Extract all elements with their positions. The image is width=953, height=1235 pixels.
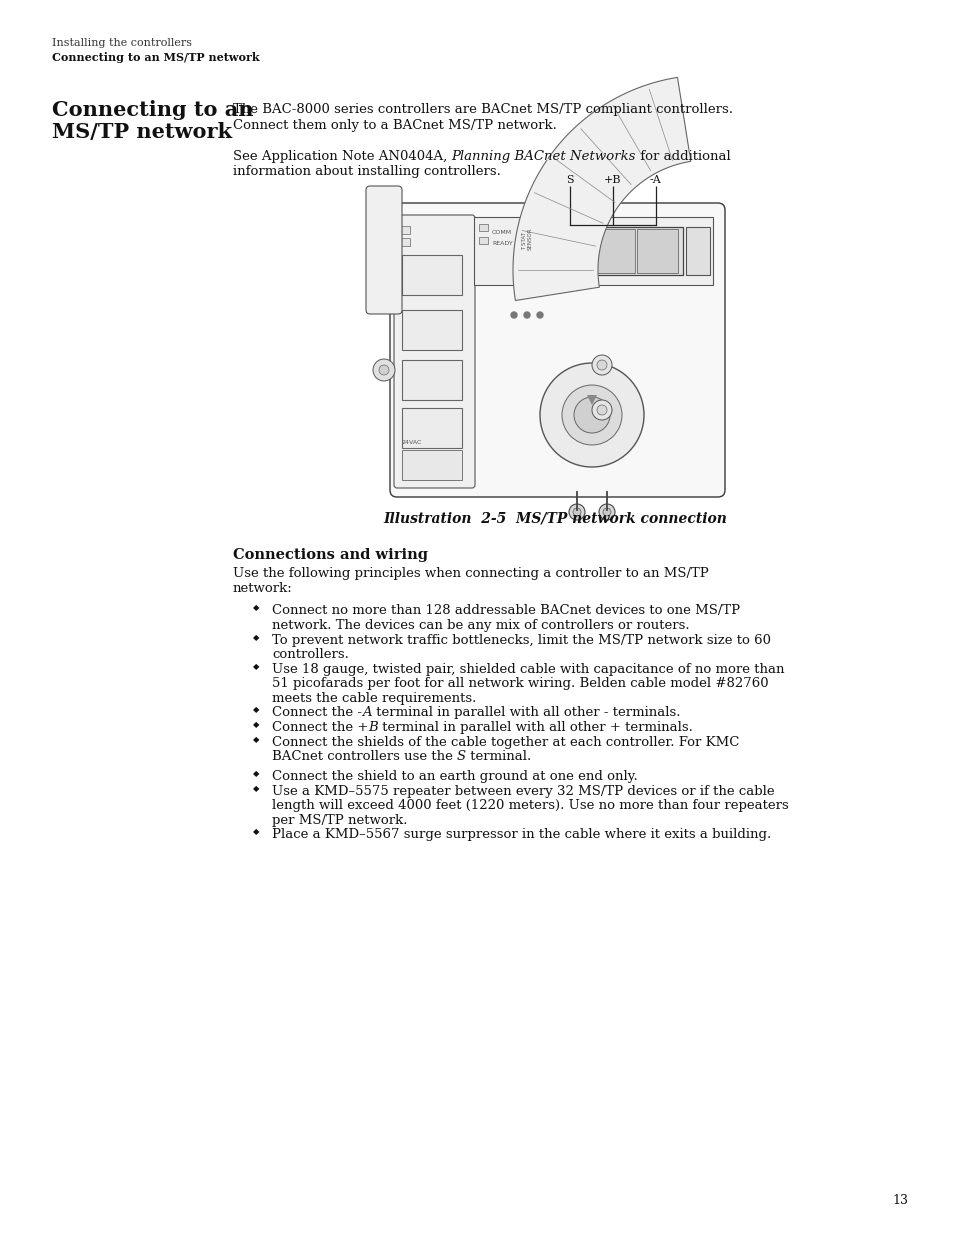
Bar xyxy=(478,237,488,245)
Bar xyxy=(400,226,410,233)
Bar xyxy=(474,217,712,285)
FancyBboxPatch shape xyxy=(390,203,724,496)
Circle shape xyxy=(597,405,606,415)
Circle shape xyxy=(561,385,621,445)
Text: Use 18 gauge, twisted pair, shielded cable with capacitance of no more than: Use 18 gauge, twisted pair, shielded cab… xyxy=(272,663,783,676)
Text: ◆: ◆ xyxy=(253,706,259,714)
Text: +B: +B xyxy=(603,175,621,185)
Bar xyxy=(531,233,546,257)
Circle shape xyxy=(511,312,517,317)
Text: Connecting to an MS/TP network: Connecting to an MS/TP network xyxy=(52,52,259,63)
Text: See Application Note AN0404A, Planning BACnet Networks for additional: See Application Note AN0404A, Planning B… xyxy=(233,149,729,163)
Bar xyxy=(532,236,541,254)
Bar xyxy=(637,228,678,273)
Bar xyxy=(552,228,592,273)
Circle shape xyxy=(602,508,610,516)
Text: S: S xyxy=(456,751,466,763)
Circle shape xyxy=(373,359,395,382)
Text: ◆: ◆ xyxy=(253,769,259,778)
Text: length will exceed 4000 feet (1220 meters). Use no more than four repeaters: length will exceed 4000 feet (1220 meter… xyxy=(272,799,788,813)
Bar xyxy=(400,238,410,246)
Circle shape xyxy=(378,366,389,375)
Circle shape xyxy=(592,354,612,375)
Text: T STAT
SENSOR: T STAT SENSOR xyxy=(521,227,532,249)
Text: Connect the shield to an earth ground at one end only.: Connect the shield to an earth ground at… xyxy=(272,769,638,783)
Text: B: B xyxy=(368,721,377,734)
Text: meets the cable requirements.: meets the cable requirements. xyxy=(272,692,476,705)
Text: terminal.: terminal. xyxy=(466,751,531,763)
FancyBboxPatch shape xyxy=(394,215,475,488)
Text: Use a KMD–5575 repeater between every 32 MS/TP devices or if the cable: Use a KMD–5575 repeater between every 32… xyxy=(272,785,774,798)
Circle shape xyxy=(523,312,530,317)
Text: COMM: COMM xyxy=(492,230,512,235)
Text: Connect the shields of the cable together at each controller. For KMC: Connect the shields of the cable togethe… xyxy=(272,736,739,748)
Text: ◆: ◆ xyxy=(253,721,259,729)
Polygon shape xyxy=(513,78,690,300)
Text: Connect no more than 128 addressable BACnet devices to one MS/TP: Connect no more than 128 addressable BAC… xyxy=(272,604,740,618)
Circle shape xyxy=(537,312,542,317)
Circle shape xyxy=(574,396,609,433)
Bar xyxy=(401,254,461,295)
Bar xyxy=(401,359,461,400)
Circle shape xyxy=(598,504,615,520)
Bar xyxy=(478,224,488,231)
Text: To prevent network traffic bottlenecks, limit the MS/TP network size to 60: To prevent network traffic bottlenecks, … xyxy=(272,634,770,647)
Text: ◆: ◆ xyxy=(253,604,259,613)
Text: terminal in parallel with all other - terminals.: terminal in parallel with all other - te… xyxy=(372,706,679,719)
Bar xyxy=(401,310,461,350)
Text: 13: 13 xyxy=(891,1194,907,1207)
Text: Connect the +: Connect the + xyxy=(272,721,368,734)
Text: ◆: ◆ xyxy=(253,663,259,671)
Text: See Application Note AN0404A,: See Application Note AN0404A, xyxy=(233,149,451,163)
Text: A: A xyxy=(361,706,372,719)
Circle shape xyxy=(539,363,643,467)
Circle shape xyxy=(592,400,612,420)
Text: Planning BACnet Networks: Planning BACnet Networks xyxy=(451,149,636,163)
Text: -A: -A xyxy=(649,175,660,185)
Text: Connections and wiring: Connections and wiring xyxy=(233,548,428,562)
Text: ◆: ◆ xyxy=(253,785,259,793)
Text: network. The devices can be any mix of controllers or routers.: network. The devices can be any mix of c… xyxy=(272,619,689,631)
Text: Connect the -: Connect the - xyxy=(272,706,361,719)
Text: READY: READY xyxy=(492,241,512,246)
Text: controllers.: controllers. xyxy=(272,648,349,662)
Circle shape xyxy=(597,359,606,370)
Text: MS/TP network: MS/TP network xyxy=(52,122,232,142)
Bar xyxy=(401,450,461,480)
Polygon shape xyxy=(586,395,597,405)
Text: for additional: for additional xyxy=(636,149,730,163)
Bar xyxy=(685,227,709,275)
Text: Connect them only to a BACnet MS/TP network.: Connect them only to a BACnet MS/TP netw… xyxy=(233,119,557,131)
Text: Installing the controllers: Installing the controllers xyxy=(52,38,192,48)
Text: 51 picofarads per foot for all network wiring. Belden cable model #82760: 51 picofarads per foot for all network w… xyxy=(272,678,768,690)
Text: Illustration  2-5  MS/TP network connection: Illustration 2-5 MS/TP network connectio… xyxy=(383,513,726,526)
Text: Connecting to an: Connecting to an xyxy=(52,100,253,120)
Text: Use the following principles when connecting a controller to an MS/TP: Use the following principles when connec… xyxy=(233,567,708,580)
Text: ◆: ◆ xyxy=(253,736,259,743)
Text: ◆: ◆ xyxy=(253,634,259,642)
Text: BACnet controllers use the: BACnet controllers use the xyxy=(272,751,456,763)
Bar xyxy=(594,228,635,273)
Bar xyxy=(548,227,682,275)
Text: ◆: ◆ xyxy=(253,827,259,836)
Circle shape xyxy=(573,508,580,516)
Text: 24VAC: 24VAC xyxy=(401,440,422,445)
Text: S: S xyxy=(566,175,574,185)
FancyBboxPatch shape xyxy=(366,186,401,314)
Text: terminal in parallel with all other + terminals.: terminal in parallel with all other + te… xyxy=(377,721,692,734)
Text: Place a KMD–5567 surge surpressor in the cable where it exits a building.: Place a KMD–5567 surge surpressor in the… xyxy=(272,827,770,841)
Text: The BAC-8000 series controllers are BACnet MS/TP compliant controllers.: The BAC-8000 series controllers are BACn… xyxy=(233,103,732,116)
Bar xyxy=(529,233,544,257)
Text: per MS/TP network.: per MS/TP network. xyxy=(272,814,407,827)
Text: network:: network: xyxy=(233,582,293,594)
Text: information about installing controllers.: information about installing controllers… xyxy=(233,165,500,179)
Circle shape xyxy=(568,504,584,520)
Bar xyxy=(534,236,543,254)
Bar xyxy=(401,408,461,448)
